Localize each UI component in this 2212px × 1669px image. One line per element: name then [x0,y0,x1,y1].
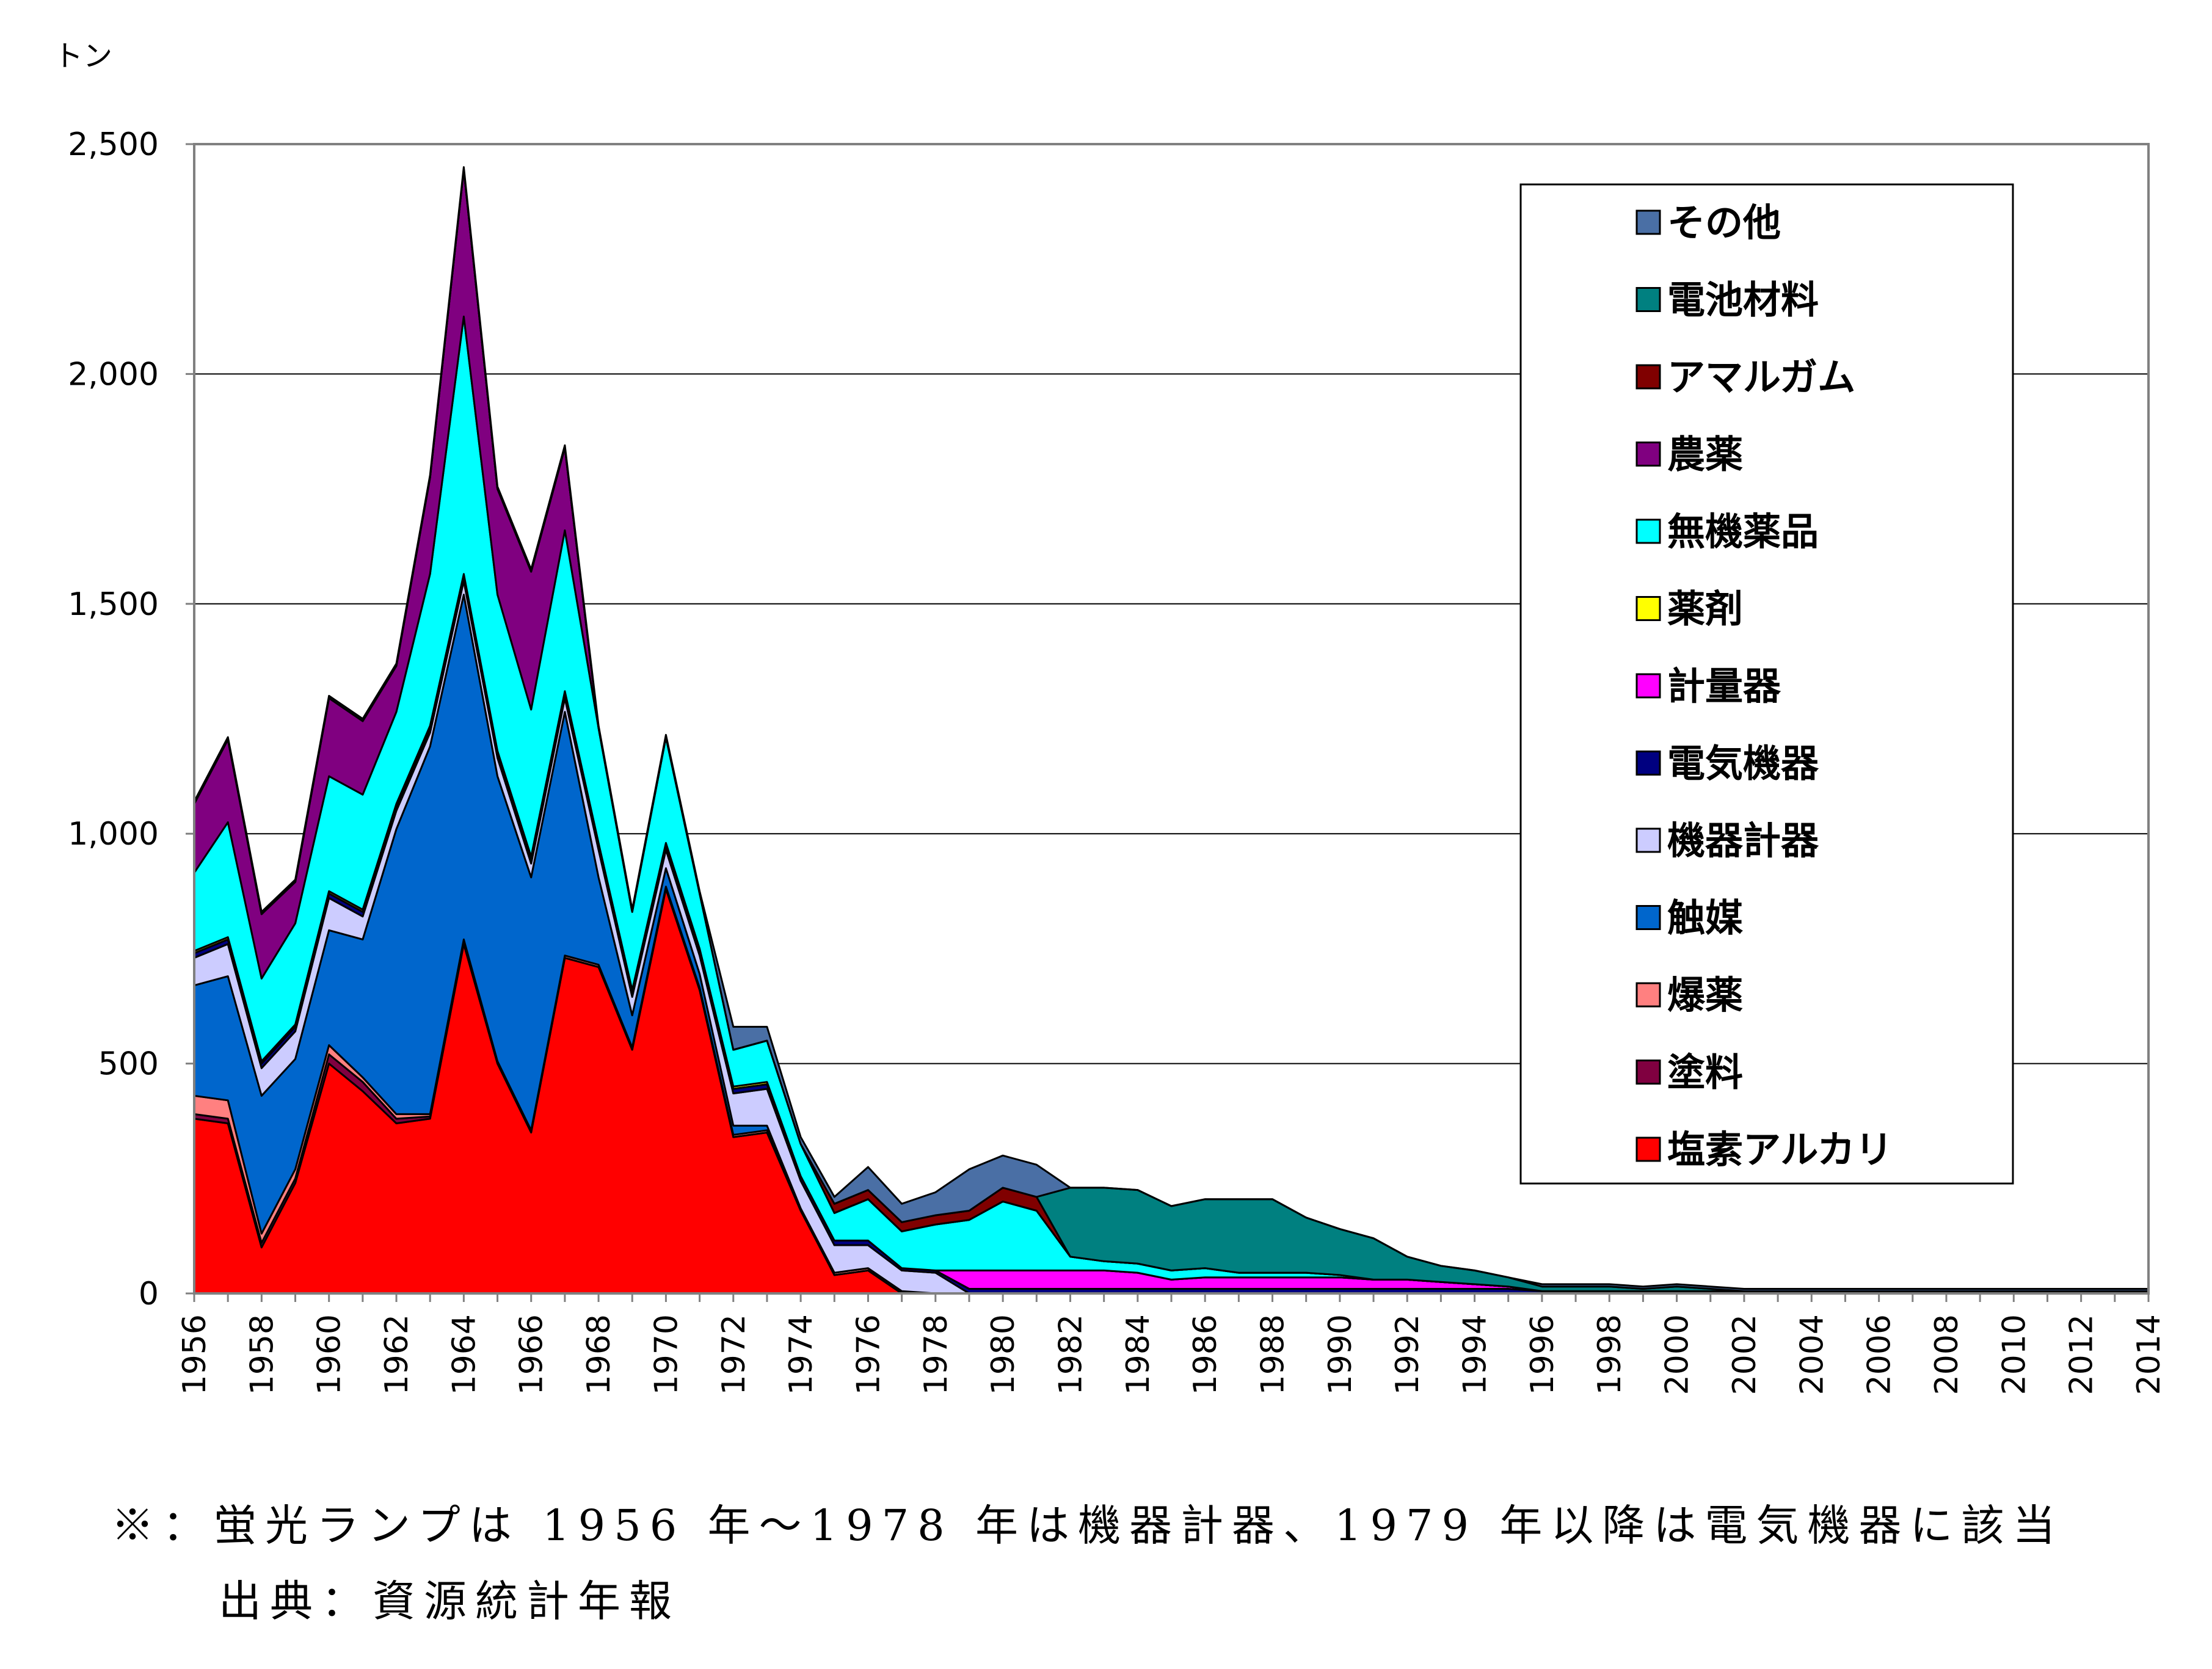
y-tick-label: 0 [139,1276,159,1312]
legend-label: 機器計器 [1667,818,1819,863]
x-tick-label: 1978 [918,1314,955,1395]
y-tick-label: 1,000 [68,816,159,853]
x-tick-label: 2006 [1861,1314,1898,1395]
x-tick-label: 1988 [1255,1314,1292,1395]
legend-swatch [1635,364,1661,390]
x-tick-label: 1986 [1187,1314,1224,1395]
legend-label: 爆薬 [1667,973,1743,1017]
legend-label: 塩素アルカリ [1667,1127,1893,1172]
legend-label: 電気機器 [1667,741,1819,786]
x-tick-label: 1964 [446,1314,482,1395]
legend-swatch [1635,905,1661,930]
x-tick-label: 2010 [1996,1314,2032,1395]
y-axis-unit: トン [54,39,112,73]
legend-label: 無機薬品 [1667,509,1819,554]
legend-swatch [1635,442,1661,467]
legend-box [1519,183,2014,1185]
x-tick-label: 1970 [648,1314,685,1395]
legend-swatch [1635,1060,1661,1085]
x-tick-label: 1962 [379,1314,415,1395]
x-axis-ticks: 1956 1958 1960 1962 1964 1966 1968 1970 1972 1974… [176,1293,2167,1395]
x-tick-label: 1992 [1389,1314,1426,1395]
x-tick-label: 1984 [1120,1314,1157,1395]
legend: その他電池材料アマルガム農薬無機薬品薬剤計量器電気機器機器計器触媒爆薬塗料塩素ア… [1519,183,2014,1185]
x-tick-label: 1958 [244,1314,280,1395]
legend-swatch [1635,1136,1661,1162]
legend-label: その他 [1667,200,1781,245]
legend-swatch [1635,518,1661,544]
legend-swatch [1635,596,1661,621]
x-tick-label: 1990 [1322,1314,1359,1395]
y-tick-label: 500 [98,1046,159,1083]
x-tick-label: 1966 [514,1314,550,1395]
x-tick-label: 2000 [1659,1314,1696,1395]
legend-swatch [1635,827,1661,853]
legend-label: 電池材料 [1667,278,1819,322]
x-tick-label: 2002 [1726,1314,1763,1395]
x-tick-label: 1976 [850,1314,887,1395]
legend-label: アマルガム [1667,355,1855,399]
legend-label: 塗料 [1667,1050,1743,1095]
legend-label: 薬剤 [1667,587,1743,631]
x-tick-label: 1960 [311,1314,348,1395]
legend-swatch [1635,982,1661,1008]
x-tick-label: 1972 [716,1314,752,1395]
source-note: 出典：資源統計年報 [219,1576,680,1626]
y-axis-ticks: 0 500 1,000 1,500 2,000 2,500 [68,126,194,1312]
x-tick-label: 1968 [581,1314,617,1395]
x-tick-label: 1974 [783,1314,820,1395]
legend-label: 計量器 [1667,664,1781,708]
x-tick-label: 1980 [985,1314,1022,1395]
legend-swatch [1635,751,1661,776]
x-tick-label: 1956 [176,1314,213,1395]
x-tick-label: 1994 [1457,1314,1494,1395]
legend-label: 農薬 [1667,432,1743,477]
legend-swatch [1635,209,1661,235]
legend-label: 触媒 [1667,896,1744,940]
x-tick-label: 2012 [2064,1314,2100,1395]
x-tick-label: 1982 [1052,1314,1089,1395]
legend-swatch [1635,287,1661,312]
x-tick-label: 2014 [2131,1314,2167,1395]
legend-swatch [1635,673,1661,699]
y-tick-label: 2,500 [68,126,159,163]
x-tick-label: 2008 [1929,1314,1965,1395]
y-tick-label: 2,000 [68,356,159,393]
footnote: ※：蛍光ランプは 1956 年～1978 年は機器計器、1979 年以降は電気機… [111,1500,2064,1551]
x-tick-label: 1996 [1524,1314,1561,1395]
y-tick-label: 1,500 [68,586,159,623]
x-tick-label: 2004 [1794,1314,1830,1395]
x-tick-label: 1998 [1592,1314,1628,1395]
